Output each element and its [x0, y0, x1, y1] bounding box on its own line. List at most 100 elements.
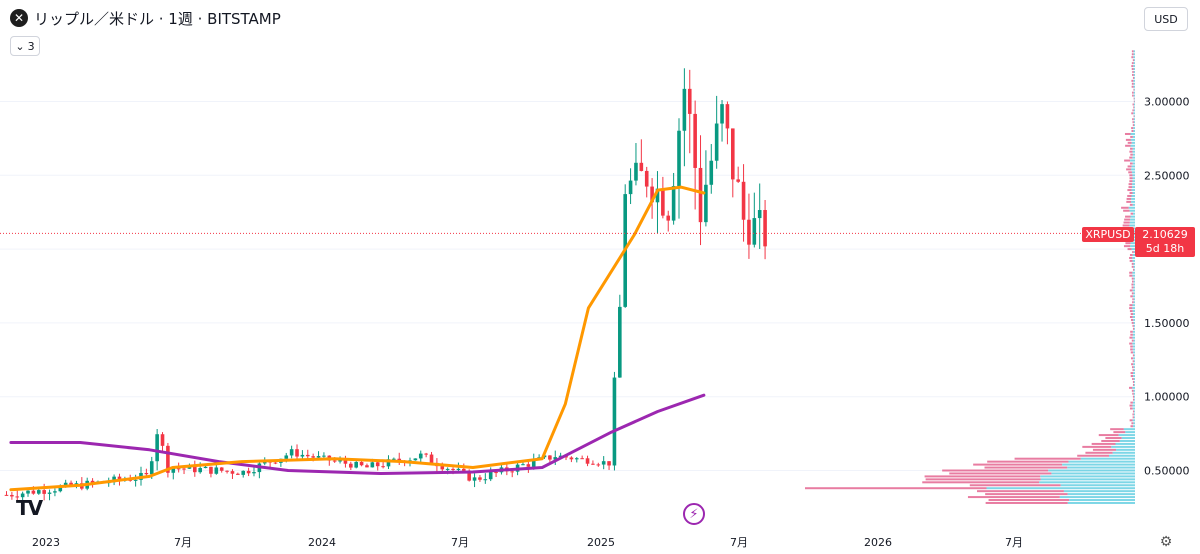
candle [343, 455, 348, 468]
volume-profile-bar [1091, 442, 1116, 445]
volume-profile-bar [1131, 168, 1135, 171]
volume-profile-bar [1132, 410, 1135, 413]
volume-profile-bar [1127, 165, 1132, 168]
volume-profile-bar [1133, 413, 1135, 416]
volume-profile-bar [1132, 150, 1135, 153]
volume-profile-bar [985, 493, 1068, 496]
volume-profile-bar [1131, 165, 1135, 168]
candle [747, 193, 751, 259]
volume-profile-bar [1130, 318, 1134, 321]
volume-profile-bar [1134, 100, 1135, 103]
volume-profile-bar [1132, 354, 1135, 357]
candle [704, 150, 708, 227]
volume-profile-bar [1132, 377, 1134, 380]
volume-profile-bar [1132, 153, 1135, 156]
volume-profile-bar [1125, 431, 1135, 434]
volume-profile-bar [1069, 499, 1135, 502]
candle [644, 166, 649, 198]
candle [219, 467, 224, 473]
volume-profile-bar [1040, 475, 1135, 478]
symbol-title[interactable]: リップル／米ドル · 1週 · BITSTAMP [34, 9, 281, 28]
volume-profile-bar [1129, 162, 1133, 165]
candle [26, 490, 30, 497]
volume-profile-bar [1125, 144, 1131, 147]
volume-profile-bar [984, 466, 1068, 469]
volume-profile-bar [1132, 304, 1135, 307]
volume-profile-bar [1108, 454, 1135, 457]
candle [585, 455, 590, 467]
volume-profile-bar [1133, 351, 1135, 354]
volume-profile-bar [1131, 339, 1134, 342]
volume-profile-bar [1133, 357, 1135, 360]
y-tick-label: 2.50000 [1144, 169, 1190, 182]
volume-profile-bar [1131, 262, 1134, 265]
volume-profile-bar [1131, 321, 1134, 324]
y-tick-label: 3.00000 [1144, 96, 1190, 109]
volume-profile-bar [987, 460, 1069, 463]
volume-profile-bar [1132, 94, 1134, 97]
volume-profile-bar [1132, 307, 1135, 310]
gear-icon[interactable]: ⚙ [1159, 534, 1173, 550]
volume-profile-bar [1133, 280, 1135, 283]
x-tick-label: 7月 [730, 536, 748, 549]
volume-profile-bar [1129, 404, 1133, 407]
x-tick-label: 2023 [32, 536, 60, 549]
candle [209, 466, 213, 478]
candle [413, 458, 418, 461]
currency-button[interactable]: USD [1144, 7, 1188, 31]
lightning-bolt-icon[interactable]: ⚡ [683, 503, 705, 525]
tradingview-logo-icon[interactable]: TV [16, 496, 43, 520]
volume-profile-bar [1080, 457, 1135, 460]
candle [47, 489, 52, 501]
candle [666, 210, 671, 232]
volume-profile-bar [1113, 431, 1126, 434]
volume-profile-bar [1129, 180, 1133, 183]
volume-profile-bar [1134, 354, 1135, 357]
volume-profile-bar [1111, 445, 1135, 448]
volume-profile-bar [1131, 357, 1134, 360]
volume-profile-bar [1132, 395, 1135, 398]
volume-profile-bar [1130, 144, 1135, 147]
candle [682, 68, 687, 167]
indicator-toggle-button[interactable]: ⌄ 3 [10, 36, 40, 56]
volume-profile-bar [1134, 395, 1135, 398]
volume-profile-bar [1048, 469, 1135, 472]
volume-profile-bar [1131, 248, 1135, 251]
volume-profile-bar [1105, 437, 1122, 440]
volume-profile-bar [1129, 274, 1133, 277]
candle [553, 450, 558, 465]
volume-profile-bar [1134, 268, 1135, 271]
volume-profile-bar [1133, 262, 1135, 265]
volume-profile-bar [1125, 242, 1131, 245]
volume-profile-bar [1132, 103, 1134, 106]
candle [4, 491, 9, 496]
candle [424, 452, 428, 458]
volume-profile-bar [1130, 132, 1135, 135]
volume-profile-bar [1132, 274, 1135, 277]
volume-profile-bar [1133, 82, 1135, 85]
volume-profile-bar [1127, 248, 1132, 251]
volume-profile-bar [1131, 366, 1134, 369]
indicator-count: 3 [27, 39, 35, 53]
candle [591, 460, 595, 465]
candle [166, 442, 170, 478]
volume-profile-bar [1130, 372, 1134, 375]
candle [618, 294, 622, 378]
volume-profile-bar [986, 487, 1135, 490]
volume-profile-bar [1134, 115, 1135, 118]
volume-profile-bar [1129, 174, 1133, 177]
volume-profile-bar [1133, 318, 1135, 321]
volume-profile-bar [1132, 404, 1135, 407]
volume-profile-bar [1133, 392, 1135, 395]
volume-profile-bar [1131, 197, 1135, 200]
last-price-value: 2.10629 [1142, 228, 1188, 241]
volume-profile-bar [1133, 94, 1135, 97]
volume-profile-bar [1131, 79, 1134, 82]
volume-profile-bar [1132, 336, 1135, 339]
volume-profile-bar [1133, 313, 1135, 316]
volume-profile-bar [1067, 501, 1135, 504]
volume-profile-bar [1129, 386, 1133, 389]
volume-profile-bar [1132, 298, 1134, 301]
candle [731, 128, 735, 198]
